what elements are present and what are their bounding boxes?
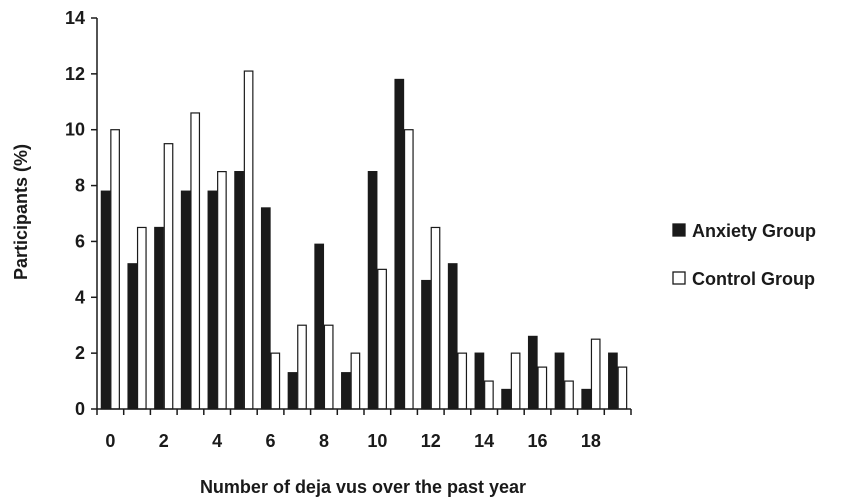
- bar-anxiety-group: [447, 263, 458, 410]
- y-tick-label: 4: [75, 287, 85, 307]
- bar-anxiety-group: [474, 352, 485, 410]
- y-tick-label: 2: [75, 343, 85, 363]
- bar-control-group: [243, 70, 254, 410]
- bar-control-group: [190, 112, 201, 410]
- bar-control-group: [430, 226, 441, 410]
- x-tick-label: 14: [474, 431, 494, 451]
- bars: [100, 70, 628, 410]
- x-tick-label: 4: [212, 431, 222, 451]
- bar-control-group: [457, 352, 468, 410]
- y-axis-ticks: 0 2 4 6 8 10 12 14: [65, 8, 97, 419]
- bar-anxiety-group: [367, 171, 378, 410]
- bar-anxiety-group: [554, 352, 565, 410]
- bar-control-group: [617, 366, 628, 410]
- bar-anxiety-group: [527, 335, 538, 410]
- bar-control-group: [270, 352, 281, 410]
- legend-label-anxiety: Anxiety Group: [692, 221, 816, 241]
- bar-anxiety-group: [100, 190, 111, 410]
- bar-control-group: [564, 380, 574, 410]
- bar-control-group: [110, 129, 120, 410]
- bar-anxiety-group: [394, 78, 405, 410]
- bar-anxiety-group: [154, 226, 164, 410]
- x-tick-label: 18: [581, 431, 601, 451]
- y-tick-label: 10: [65, 120, 85, 140]
- bar-control-group: [136, 226, 147, 410]
- x-tick-label: 16: [528, 431, 548, 451]
- x-tick-label: 10: [367, 431, 387, 451]
- y-tick-label: 0: [75, 399, 85, 419]
- bar-anxiety-group: [260, 207, 271, 410]
- bar-control-group: [403, 129, 414, 410]
- bar-control-group: [297, 324, 307, 410]
- y-tick-label: 6: [75, 231, 85, 251]
- bar-anxiety-group: [234, 171, 244, 410]
- bar-control-group: [323, 324, 334, 410]
- bar-anxiety-group: [581, 388, 592, 410]
- bar-anxiety-group: [421, 279, 431, 410]
- bar-control-group: [510, 352, 521, 410]
- bar-anxiety-group: [314, 243, 325, 410]
- bar-control-group: [163, 143, 174, 410]
- bar-anxiety-group: [287, 372, 298, 410]
- x-tick-label: 6: [266, 431, 276, 451]
- x-axis-ticks: 0 2 4 6 8 10 12 14 16 18: [96, 409, 632, 451]
- bar-anxiety-group: [207, 190, 218, 410]
- bar-control-group: [377, 268, 387, 410]
- bar-anxiety-group: [608, 352, 618, 410]
- legend-swatch-control: [672, 271, 686, 285]
- bar-control-group: [537, 366, 548, 410]
- x-tick-label: 0: [105, 431, 115, 451]
- bar-anxiety-group: [501, 388, 511, 410]
- y-tick-label: 12: [65, 64, 85, 84]
- x-tick-label: 12: [421, 431, 441, 451]
- x-tick-label: 2: [159, 431, 169, 451]
- y-tick-label: 8: [75, 176, 85, 196]
- bar-control-group: [590, 338, 601, 410]
- bar-control-group: [484, 380, 494, 410]
- bar-control-group: [217, 171, 227, 410]
- x-tick-label: 8: [319, 431, 329, 451]
- legend-swatch-anxiety: [672, 223, 686, 237]
- x-axis-title: Number of deja vus over the past year: [200, 477, 526, 497]
- y-tick-label: 14: [65, 8, 85, 28]
- bar-anxiety-group: [180, 190, 191, 410]
- bar-anxiety-group: [341, 372, 351, 410]
- bar-control-group: [350, 352, 361, 410]
- bar-anxiety-group: [127, 263, 138, 410]
- y-axis-title: Participants (%): [11, 144, 31, 280]
- legend-label-control: Control Group: [692, 269, 815, 289]
- legend: Anxiety Group Control Group: [672, 221, 816, 289]
